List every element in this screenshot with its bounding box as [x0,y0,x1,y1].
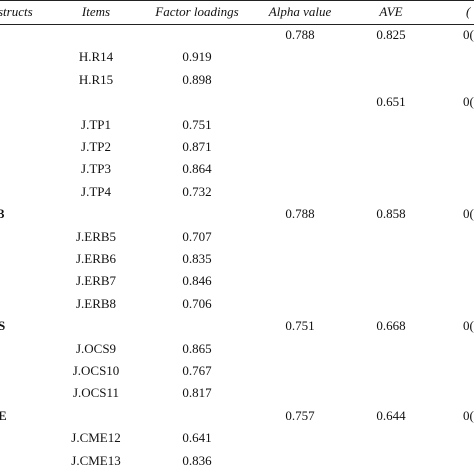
factor-loading: 0.835 [182,251,212,266]
ave-value: 0.858 [376,206,406,222]
ave-value: 0.644 [376,407,406,423]
top-rule [0,0,474,1]
alpha-value: 0.788 [285,206,315,222]
item-name: J.ERB8 [75,295,117,311]
last-column-value: 0( [463,27,474,42]
item-name: J.ERB7 [75,273,117,289]
factor-loading: 0.641 [182,430,212,446]
item-name: J.OCS9 [75,340,117,356]
last-column-value: 0( [463,206,474,222]
construct-name: E [0,407,7,423]
item-name: H.R15 [78,71,114,87]
item-name: H.R14 [78,49,114,65]
item-name: J.TP3 [81,161,111,177]
factor-loading: 0.871 [182,139,212,154]
item-name: J.CME12 [71,430,121,446]
factor-loading: 0.846 [182,273,212,289]
header-alpha-value: Alpha value [268,4,332,19]
factor-loading: 0.817 [182,385,212,401]
factor-loading: 0.707 [182,228,212,244]
alpha-value: 0.788 [285,27,315,42]
item-name: J.TP4 [81,183,111,199]
item-name: J.OCS10 [72,363,120,378]
factor-loading: 0.767 [182,363,212,378]
ave-value: 0.651 [376,94,406,110]
header-items: Items [81,4,111,19]
header-constructs: structs [0,4,33,19]
item-name: J.TP2 [81,139,111,154]
header-factor-loadings: Factor loadings [155,4,239,19]
construct-name: 3 [0,206,5,222]
factor-loading: 0.751 [182,116,212,132]
alpha-value: 0.757 [285,407,315,423]
factor-loading: 0.836 [182,452,212,468]
last-column-value: 0( [463,318,474,334]
factor-loading: 0.864 [182,161,212,177]
last-column-value: 0( [463,94,474,110]
construct-name: S [0,318,6,334]
ave-value: 0.668 [376,318,406,334]
item-name: J.ERB6 [75,251,117,266]
ave-value: 0.825 [376,27,406,42]
factor-loading: 0.919 [182,49,212,65]
factor-loading: 0.706 [182,295,212,311]
factor-loading: 0.865 [182,340,212,356]
factor-loading: 0.898 [182,71,212,87]
item-name: J.CME13 [71,452,121,468]
factor-loading: 0.732 [182,183,212,199]
header-rule [0,24,474,25]
last-column-value: 0( [463,407,474,423]
alpha-value: 0.751 [285,318,315,334]
header-last-column: ( [466,4,471,19]
item-name: J.ERB5 [75,228,117,244]
item-name: J.TP1 [81,116,111,132]
header-ave: AVE [379,4,403,19]
item-name: J.OCS11 [72,385,120,401]
